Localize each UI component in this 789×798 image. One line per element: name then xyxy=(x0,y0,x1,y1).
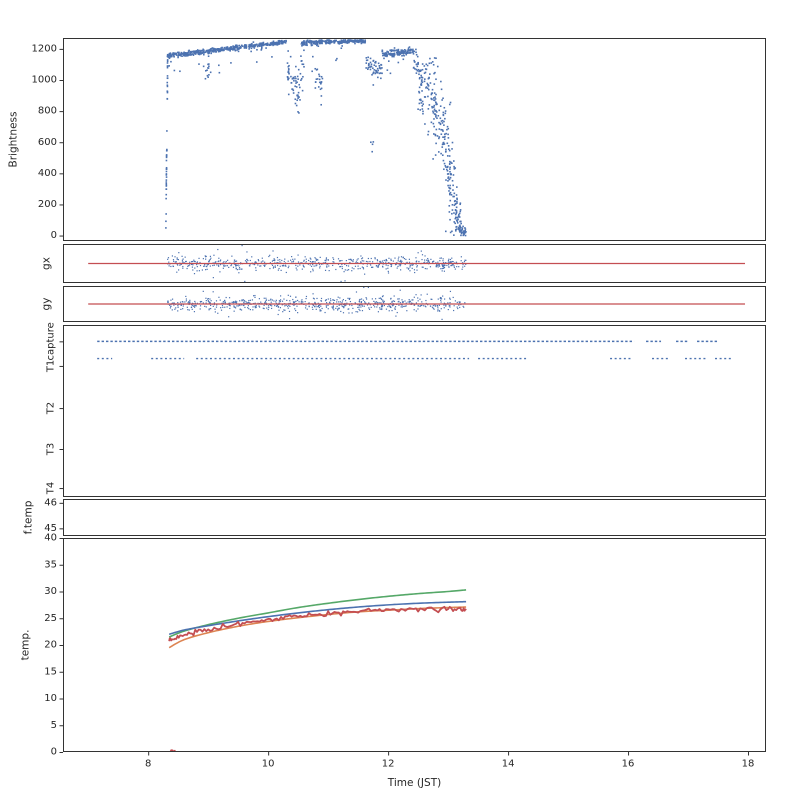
figure-root: Flare Telescope Observation Status: 2023… xyxy=(0,0,789,798)
chart-canvas xyxy=(0,0,789,798)
